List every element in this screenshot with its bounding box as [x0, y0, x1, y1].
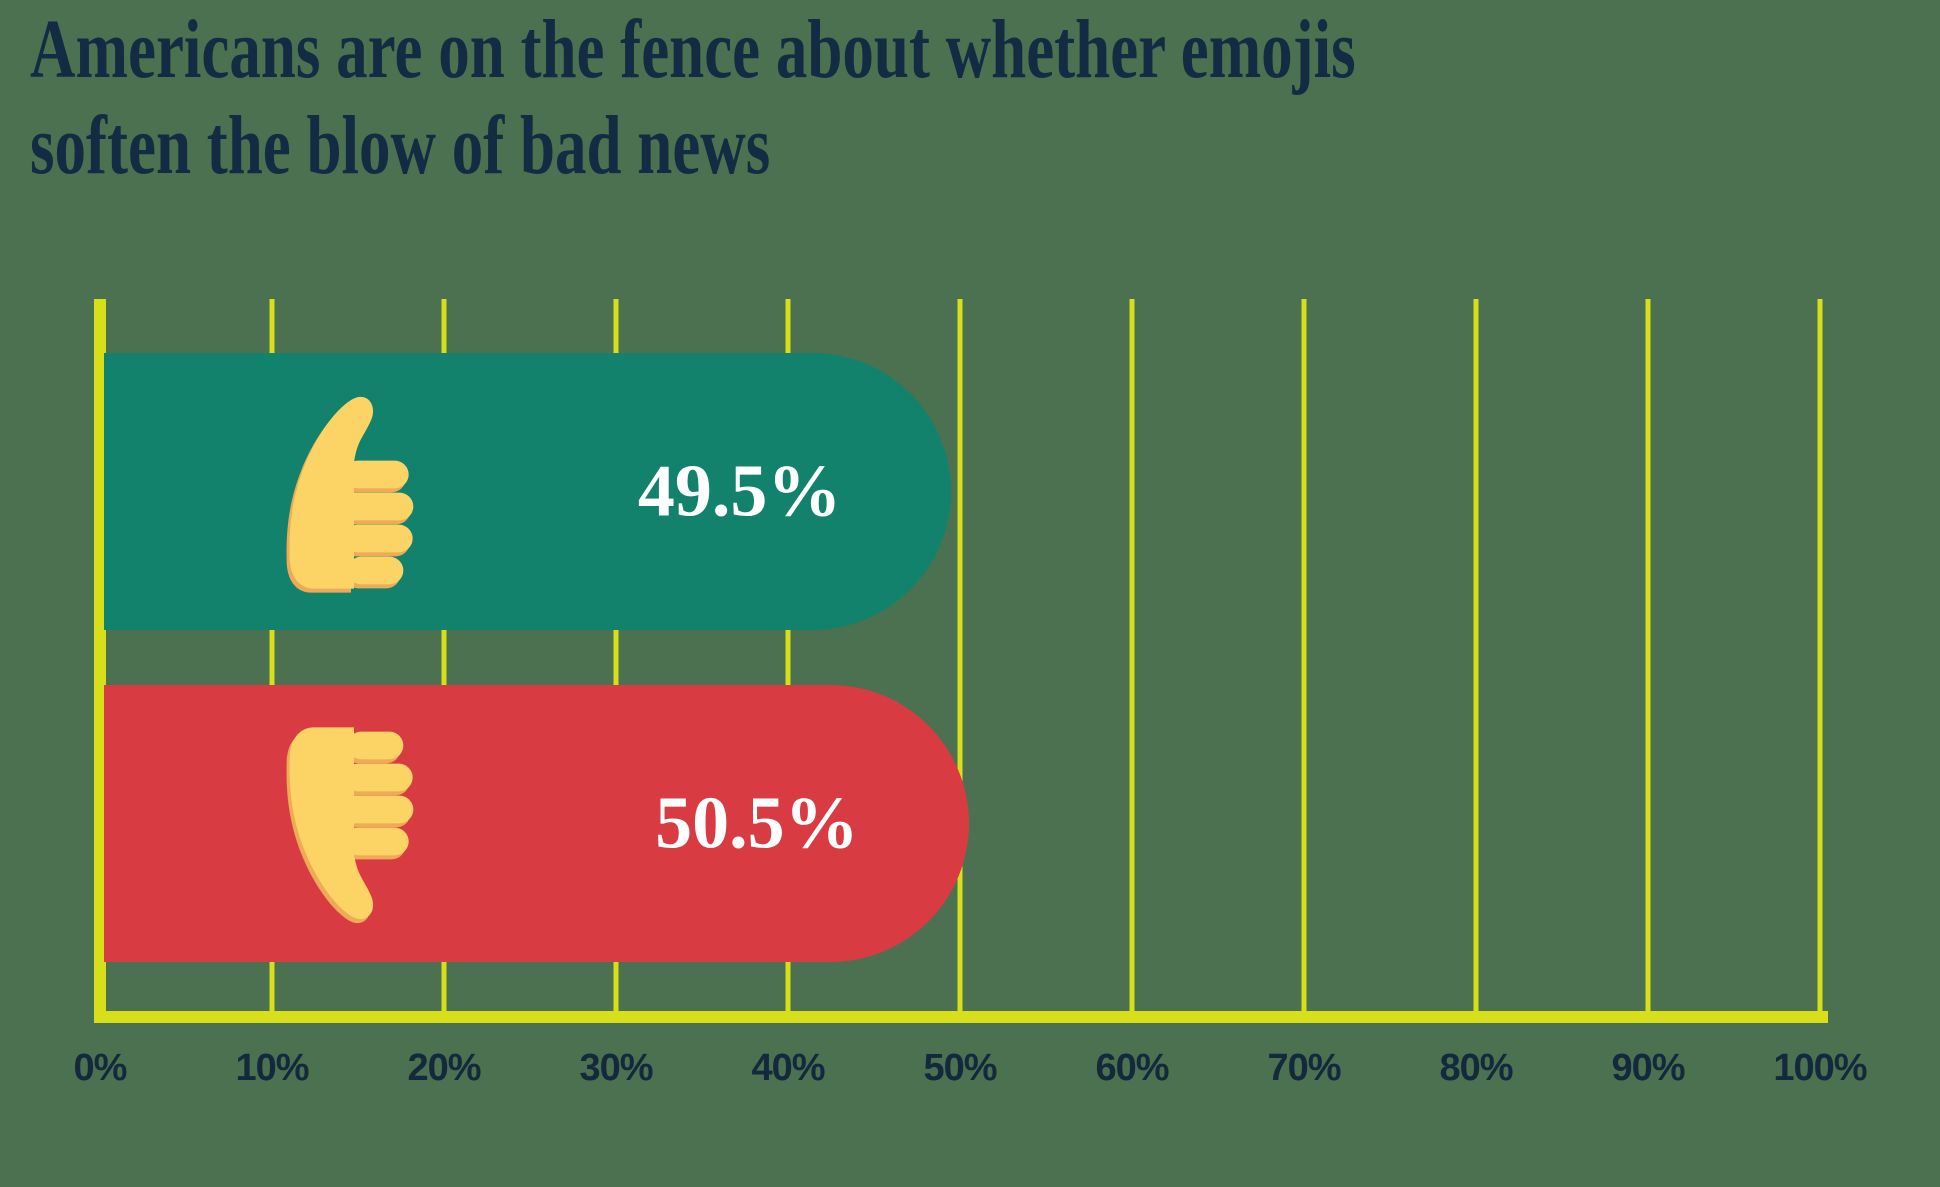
chart-title-line-2: soften the blow of bad news [30, 99, 771, 192]
gridline-0% [94, 299, 106, 1015]
gridline-40% [785, 299, 791, 1015]
gridline-30% [613, 299, 619, 1015]
bar-thumbs-up: 49.5% [104, 353, 952, 630]
x-tick-label-10%: 10% [235, 1047, 309, 1089]
x-tick-label-70%: 70% [1267, 1047, 1341, 1089]
x-tick-label-80%: 80% [1439, 1047, 1513, 1089]
x-tick-label-60%: 60% [1095, 1047, 1169, 1089]
x-tick-label-40%: 40% [751, 1047, 825, 1089]
gridline-50% [957, 299, 963, 1015]
gridline-90% [1645, 299, 1651, 1015]
x-tick-label-50%: 50% [923, 1047, 997, 1089]
x-tick-label-100%: 100% [1773, 1047, 1867, 1089]
x-axis-baseline [94, 1011, 1828, 1023]
gridline-80% [1473, 299, 1479, 1015]
gridline-60% [1129, 299, 1135, 1015]
gridline-100% [1817, 299, 1823, 1015]
gridline-20% [441, 299, 447, 1015]
chart-title: Americans are on the fence about whether… [30, 2, 1356, 194]
gridline-10% [269, 299, 275, 1015]
thumbs-down-icon [279, 724, 419, 924]
bar-value-thumbs-up: 49.5% [637, 450, 842, 532]
x-tick-label-20%: 20% [407, 1047, 481, 1089]
x-tick-label-90%: 90% [1611, 1047, 1685, 1089]
bar-thumbs-down: 50.5% [104, 685, 969, 962]
thumbs-up-icon [279, 392, 419, 592]
bar-chart: 0% 10% 20% 30% 40% 50% 60% 70% 80% 90% 100% 49.5% [74, 299, 1868, 1119]
x-tick-label-30%: 30% [579, 1047, 653, 1089]
x-tick-label-0%: 0% [73, 1047, 128, 1089]
gridline-70% [1301, 299, 1307, 1015]
bar-value-thumbs-down: 50.5% [655, 782, 859, 864]
chart-title-line-1: Americans are on the fence about whether… [30, 3, 1356, 96]
